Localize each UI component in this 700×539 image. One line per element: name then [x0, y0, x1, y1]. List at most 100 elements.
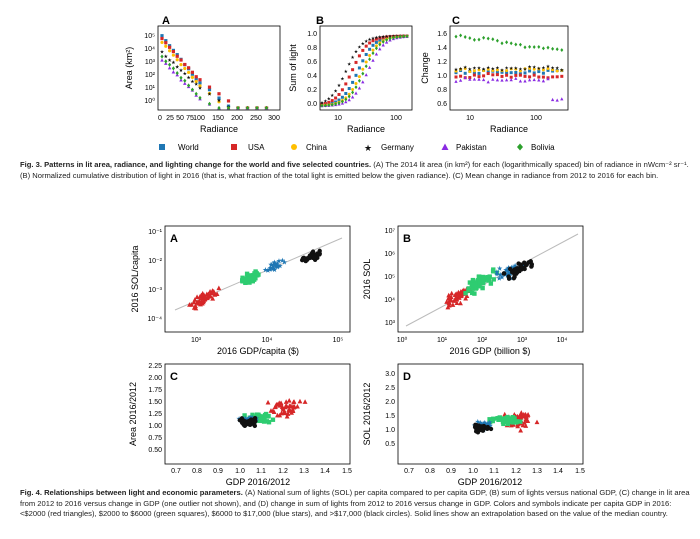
marker-square: [207, 88, 212, 92]
marker-triangle: [520, 422, 526, 428]
marker-star: [388, 34, 392, 38]
marker-circle: [532, 67, 536, 71]
marker-square: [555, 75, 559, 79]
marker-square: [361, 48, 365, 52]
x-tick-label: 1.1: [489, 468, 499, 475]
marker-star: [555, 66, 560, 70]
marker-diamond: [198, 95, 202, 101]
marker-triangle: [160, 58, 164, 62]
y-tick-label: 0.4: [307, 73, 317, 80]
y-tick-label: 1.0: [437, 73, 447, 80]
marker-square: [190, 72, 194, 76]
marker-square: [244, 271, 250, 277]
marker-triangle: [197, 298, 203, 304]
marker-star: [458, 66, 463, 71]
marker-diamond: [354, 85, 358, 90]
marker-square: [347, 75, 351, 79]
x-tick-label: 0.7: [171, 468, 181, 475]
marker-circle: [354, 82, 358, 86]
marker-square: [495, 73, 499, 77]
marker-square: [472, 291, 477, 296]
x-tick-label: 10²: [477, 337, 488, 344]
marker-diamond: [357, 78, 361, 83]
marker-square: [368, 47, 372, 51]
marker-square: [179, 58, 183, 62]
marker-triangle: [286, 408, 292, 413]
marker-circle: [252, 416, 257, 421]
caption-title: Relationships between light and economic…: [44, 488, 243, 497]
marker-triangle: [537, 78, 541, 82]
x-tick-label: 100: [530, 115, 542, 122]
marker-triangle: [283, 399, 289, 404]
marker-diamond: [560, 48, 564, 53]
x-tick-label: 0.7: [404, 468, 414, 475]
marker-triangle: [277, 402, 283, 408]
marker-diamond: [164, 59, 168, 64]
marker-square: [248, 274, 253, 279]
marker-star: [274, 260, 280, 266]
legend-marker-square: [159, 144, 165, 150]
marker-diamond: [347, 94, 351, 99]
marker-star: [559, 67, 564, 72]
marker-square: [368, 41, 372, 45]
caption-label: Fig. 4.: [20, 488, 42, 497]
marker-diamond: [344, 97, 348, 102]
marker-circle: [473, 422, 478, 428]
marker-triangle: [550, 97, 555, 102]
marker-square: [528, 69, 532, 73]
legend-label: Pakistan: [456, 143, 487, 152]
marker-square: [240, 275, 245, 280]
marker-square: [378, 36, 382, 40]
marker-circle: [501, 271, 507, 276]
marker-circle: [491, 69, 495, 73]
marker-square: [327, 100, 331, 104]
marker-square: [476, 283, 481, 289]
marker-star: [467, 67, 472, 71]
marker-square: [190, 70, 194, 74]
y-tick-label: 10⁻³: [148, 287, 162, 294]
panel-letter: A: [162, 15, 170, 27]
marker-triangle: [495, 78, 500, 82]
marker-diamond: [194, 91, 198, 96]
panel-letter: A: [170, 233, 178, 245]
marker-square: [160, 36, 164, 41]
legend-marker-diamond: [517, 143, 523, 151]
marker-triangle: [295, 403, 300, 409]
marker-star: [281, 259, 288, 265]
marker-triangle: [206, 292, 212, 298]
marker-triangle: [472, 77, 477, 81]
marker-star: [246, 414, 253, 421]
marker-triangle: [541, 79, 546, 83]
x-tick-label: 0.9: [213, 468, 223, 475]
panel-letter: D: [403, 371, 411, 383]
marker-square: [168, 44, 172, 48]
marker-star: [497, 271, 503, 278]
marker-star: [546, 64, 550, 68]
marker-circle: [371, 48, 375, 52]
marker-circle: [361, 67, 365, 71]
marker-square: [518, 73, 522, 77]
marker-star: [194, 82, 199, 86]
marker-square: [485, 274, 491, 280]
y-tick-label: 10⁻²: [148, 258, 162, 265]
marker-star: [357, 45, 362, 49]
marker-triangle: [194, 294, 200, 300]
marker-square: [466, 288, 471, 293]
marker-star: [163, 54, 168, 59]
marker-triangle: [481, 77, 486, 82]
y-tick-label: 2.5: [385, 385, 395, 392]
marker-triangle: [347, 98, 351, 102]
marker-triangle: [200, 290, 206, 296]
marker-diamond: [337, 101, 341, 106]
marker-diamond: [541, 46, 545, 51]
marker-circle: [312, 254, 317, 260]
marker-diamond: [323, 103, 327, 108]
marker-star: [481, 67, 486, 71]
legend-item-bolivia: Bolivia: [517, 143, 555, 152]
legend-marker-triangle: [441, 143, 449, 150]
marker-square: [509, 71, 513, 75]
marker-star: [167, 58, 172, 62]
marker-square: [198, 78, 202, 82]
marker-circle: [242, 423, 248, 429]
plot-frame: [164, 363, 351, 465]
